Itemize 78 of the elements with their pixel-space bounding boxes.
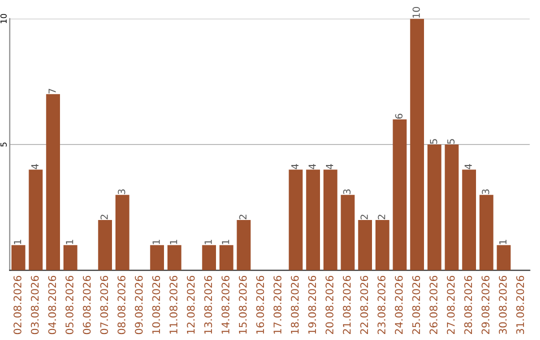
bar (46, 94, 60, 270)
data-label: 1 (222, 240, 230, 244)
bar (288, 170, 303, 270)
bar (167, 245, 182, 270)
data-label: 1 (66, 240, 74, 244)
x-tick-label: 07.08.2026 (100, 276, 108, 334)
data-label: 7 (48, 88, 56, 94)
x-tick-label: 14.08.2026 (222, 276, 230, 334)
data-label: 2 (378, 214, 386, 220)
bar (358, 220, 372, 270)
x-tick-label: 19.08.2026 (308, 276, 316, 334)
x-tick-label: 09.08.2026 (134, 276, 143, 334)
data-label: 4 (464, 164, 472, 170)
x-tick-label: 21.08.2026 (342, 276, 351, 334)
x-tick-label: 18.08.2026 (290, 276, 299, 334)
x-tick-label: 16.08.2026 (256, 276, 264, 334)
x-tick-label: 26.08.2026 (430, 276, 438, 334)
bar (323, 170, 338, 270)
data-label: 1 (14, 240, 22, 244)
x-tick-label: 05.08.2026 (66, 276, 74, 334)
bar (236, 220, 251, 270)
x-tick-label: 20.08.2026 (326, 276, 334, 334)
x-tick-label: 27.08.2026 (446, 276, 455, 334)
data-label: 1 (152, 240, 160, 244)
bar (375, 220, 390, 270)
data-label: 3 (118, 189, 126, 194)
x-tick-label: 23.08.2026 (378, 276, 386, 334)
x-tick-label: 11.08.2026 (170, 276, 178, 334)
x-tick-label: 29.08.2026 (482, 276, 490, 334)
x-tick-label: 31.08.2026 (516, 276, 524, 334)
bar (28, 170, 43, 270)
x-tick-label: 30.08.2026 (498, 276, 507, 334)
data-label: 3 (482, 189, 490, 194)
bar (63, 245, 78, 270)
data-label: 1 (204, 240, 212, 244)
x-tick-label: 02.08.2026 (14, 276, 22, 334)
bar (150, 245, 164, 270)
data-label: 2 (360, 214, 368, 220)
data-label: 4 (31, 164, 38, 170)
bar (340, 194, 355, 270)
x-tick-label: 25.08.2026 (412, 276, 420, 334)
x-tick-label: 15.08.2026 (238, 276, 247, 334)
x-tick-label: 22.08.2026 (360, 276, 368, 334)
data-label: 5 (447, 139, 455, 144)
bar (202, 245, 216, 270)
bar (496, 245, 511, 270)
data-label: 2 (100, 214, 108, 220)
data-label: 2 (239, 214, 246, 220)
bar (115, 194, 130, 270)
bar (98, 220, 112, 270)
x-tick-label: 28.08.2026 (464, 276, 472, 334)
x-tick-label: 13.08.2026 (204, 276, 212, 334)
data-label: 1 (170, 240, 178, 244)
x-tick-label: 17.08.2026 (274, 276, 282, 334)
bar (219, 245, 234, 270)
bar (410, 18, 424, 270)
bar (427, 144, 442, 270)
x-tick-label: 06.08.2026 (82, 276, 91, 334)
bar (306, 170, 320, 270)
data-label: 6 (395, 114, 403, 119)
x-tick-label: 10.08.2026 (152, 276, 160, 334)
data-label: 10 (412, 6, 420, 18)
data-label: 5 (430, 139, 438, 144)
x-tick-label: 03.08.2026 (30, 276, 39, 334)
data-label: 4 (326, 164, 334, 170)
data-label: 4 (308, 164, 316, 170)
data-label: 3 (343, 189, 351, 194)
x-tick-label: 12.08.2026 (186, 276, 195, 334)
x-tick-label: 08.08.2026 (118, 276, 126, 334)
bar (11, 245, 26, 270)
bar (392, 119, 407, 270)
bar (479, 194, 494, 270)
data-label: 1 (499, 240, 506, 244)
x-tick-label: 24.08.2026 (394, 276, 403, 334)
data-label: 4 (291, 164, 298, 170)
bar (462, 170, 476, 270)
bar (444, 144, 459, 270)
x-tick-label: 04.08.2026 (48, 276, 56, 334)
